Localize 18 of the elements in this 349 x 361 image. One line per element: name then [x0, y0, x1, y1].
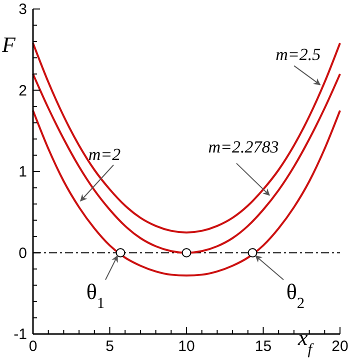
- line-series: [32, 110, 341, 276]
- annotation: m=2: [88, 145, 122, 164]
- line-series: [32, 42, 341, 234]
- y-tick-label: 1: [18, 164, 27, 180]
- annotation: θ$_{1}$: [86, 278, 105, 312]
- y-tick-label: 3: [18, 1, 27, 18]
- y-tick-label: -1: [14, 326, 27, 343]
- y-axis-title: F: [1, 32, 16, 57]
- x-tick-label: 20: [332, 338, 348, 355]
- x-axis-title: x$_{f}$: [297, 325, 315, 358]
- x-tick-label: 15: [254, 338, 272, 355]
- x-tick-label: 10: [178, 338, 195, 355]
- annotation: θ$_{2}$: [286, 278, 305, 312]
- x-tick-label: 5: [106, 338, 114, 355]
- annotation: m=2.5: [276, 44, 321, 64]
- annotation: m=2.2783: [208, 137, 279, 156]
- y-tick-label: 0: [18, 244, 27, 262]
- y-tick-label: 2: [18, 82, 27, 100]
